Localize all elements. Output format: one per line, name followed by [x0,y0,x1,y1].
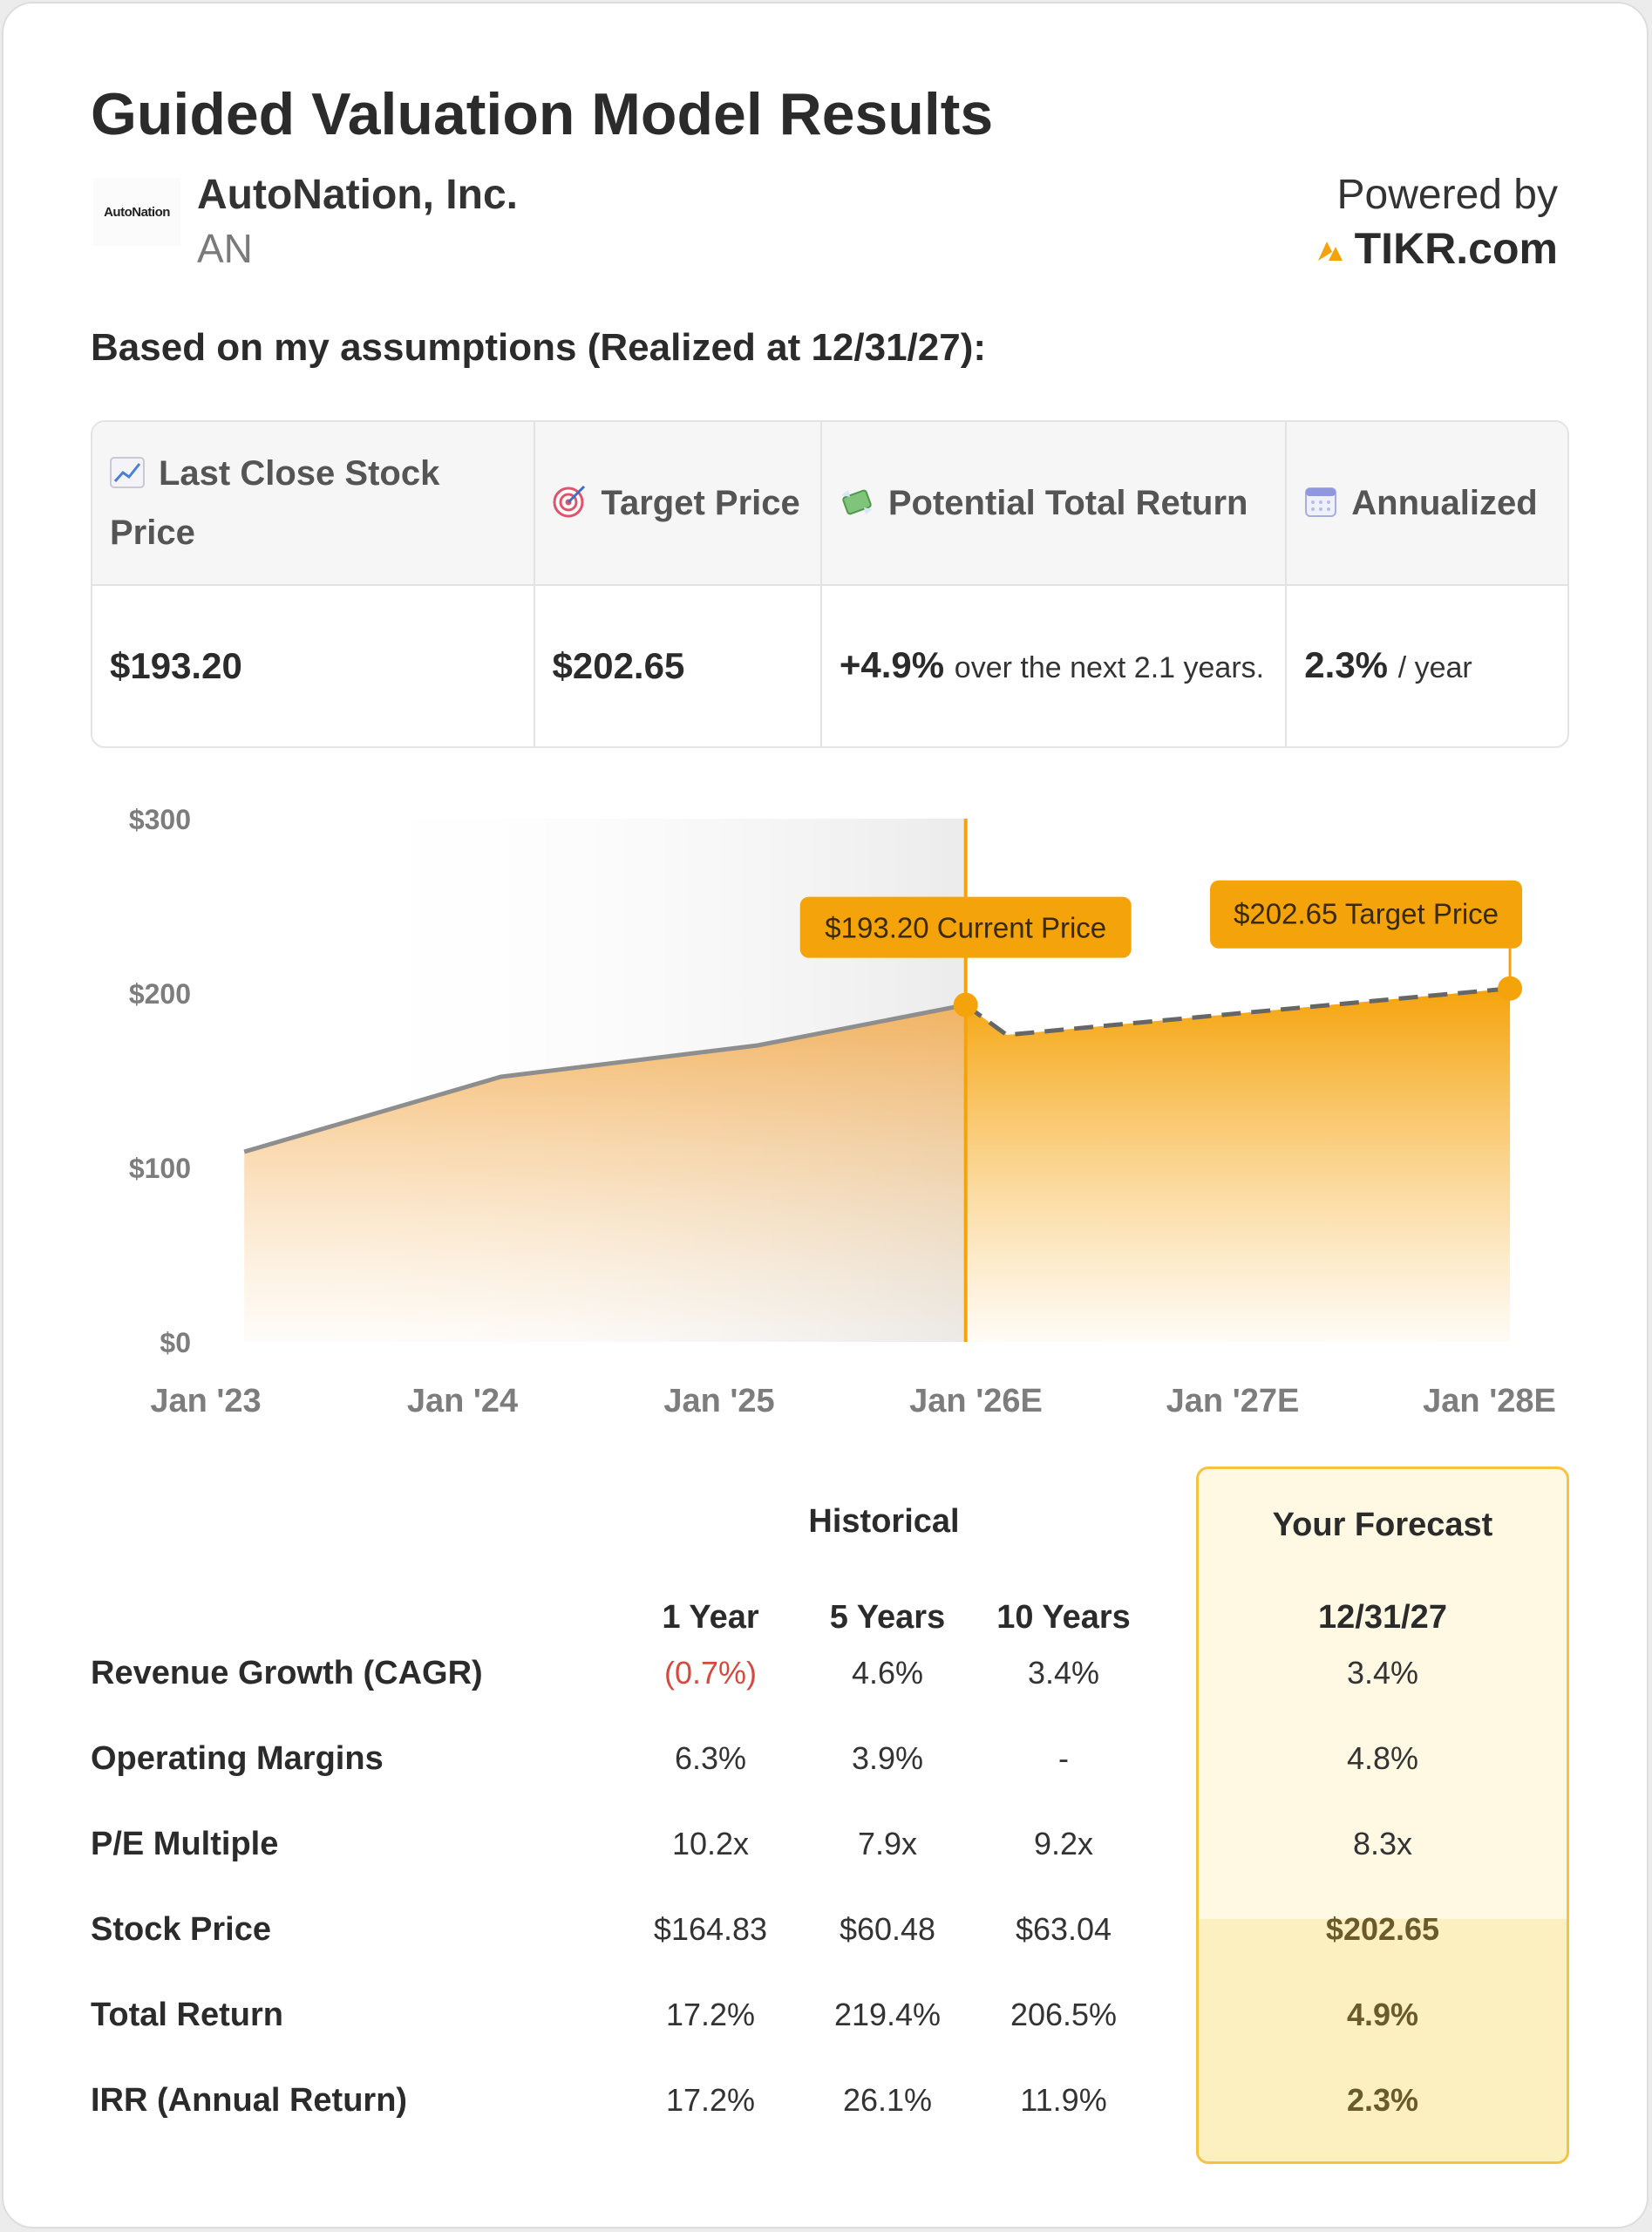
brand[interactable]: TIKR.com [1315,223,1558,274]
annualized-value: 2.3% [1304,643,1389,685]
header-target-label: Target Price [601,484,800,522]
header-last-close: Last Close Stock Price [92,422,535,586]
metric-forecast-value: 8.3x [1352,1826,1413,1861]
return-text: over the next 2.1 years. [954,650,1265,684]
x-tick-label: Jan '23 [150,1383,261,1419]
metric-5-years-value: 4.6% [851,1655,924,1691]
calendar-icon [1305,487,1337,517]
target-price-label: $202.65 Target Price [1234,898,1499,930]
col-10-years: 10 Years [996,1599,1131,1636]
metric-10-years-value: 9.2x [1033,1826,1094,1861]
x-tick-label: Jan '27E [1166,1383,1300,1419]
metric-1-year-value: 10.2x [671,1826,750,1861]
target-value: $202.65 [534,585,822,746]
metric-row-label: IRR (Annual Return) [91,2082,408,2119]
header-return: Potential Total Return [820,422,1288,586]
metric-10-years-value: - [1058,1740,1069,1776]
current-price-callout: $193.20 Current Price [799,896,1132,1005]
target-price-callout: $202.65 Target Price [1210,880,1523,989]
metric-5-years-value: 219.4% [833,1997,942,2032]
col-5-years: 5 Years [829,1599,946,1636]
summary-table: Last Close Stock Price Target Price [91,420,1569,748]
metric-1-year-value: (0.7%) [663,1655,758,1691]
col-1-year: 1 Year [662,1599,759,1636]
metric-row-label: P/E Multiple [91,1826,279,1862]
last-close-value: $193.20 [92,585,535,746]
header-annualized: Annualized [1286,422,1567,586]
metric-1-year-value: $164.83 [653,1911,768,1947]
metric-row-label: Stock Price [91,1911,271,1948]
metric-forecast-value: 3.4% [1346,1655,1419,1691]
price-chart: $0 $100 $200 $300 Jan '23 Jan '24 Jan '25 Jan … [129,804,1556,1419]
historical-group-header: Historical [808,1503,960,1540]
forecast-column [1196,1466,1569,2164]
metric-10-years-value: 3.4% [1027,1655,1100,1691]
metric-5-years-value: $60.48 [839,1911,936,1947]
metric-forecast-value: $202.65 [1325,1911,1440,1947]
company-name: AutoNation, Inc. [197,172,518,218]
return-value: +4.9% [839,643,945,685]
header-annualized-label: Annualized [1351,484,1538,522]
header-target: Target Price [534,422,822,586]
return-cell: +4.9% over the next 2.1 years. [820,585,1288,746]
metric-row-label: Operating Margins [91,1740,384,1777]
page-title: Guided Valuation Model Results [91,81,994,147]
historical-area [244,1004,966,1342]
powered-by-label: Powered by [1336,172,1558,218]
metric-5-years-value: 3.9% [851,1740,924,1776]
y-tick-label: $200 [129,978,191,1010]
brand-name: TIKR.com [1354,224,1558,273]
company-logo: AutoNation [93,178,180,246]
target-price-point [1498,976,1523,1001]
forecast-area [965,988,1511,1342]
metric-10-years-value: $63.04 [1015,1911,1112,1947]
metrics-table: Historical Your Forecast 1 Year 5 Years … [3,1460,1647,2209]
metric-forecast-value: 4.8% [1346,1740,1419,1776]
metric-row-label: Revenue Growth (CAGR) [91,1655,483,1691]
metric-forecast-value: 4.9% [1346,1997,1419,2032]
tikr-logo-icon [1317,242,1343,261]
forecast-highlight [1199,1919,1567,2161]
metric-1-year-value: 17.2% [665,1997,756,2032]
metric-forecast-value: 2.3% [1346,2082,1419,2118]
forecast-price-line [964,986,1511,1038]
metric-10-years-value: 11.9% [1020,2082,1107,2118]
forecast-group-header: Your Forecast [1272,1507,1493,1543]
metric-row-label: Total Return [91,1997,283,2033]
header-return-label: Potential Total Return [887,484,1248,522]
current-price-label: $193.20 Current Price [825,912,1106,944]
x-tick-label: Jan '24 [407,1383,518,1419]
annualized-text: / year [1397,650,1472,684]
metric-5-years-value: 7.9x [857,1826,918,1861]
x-tick-label: Jan '26E [909,1383,1043,1419]
y-tick-label: $0 [160,1327,191,1358]
company-ticker: AN [197,226,253,271]
x-tick-label: Jan '25 [663,1383,774,1419]
current-price-point [953,992,978,1017]
assumptions-heading: Based on my assumptions (Realized at 12/… [91,326,987,369]
metric-10-years-value: 206.5% [1010,1997,1118,2032]
money-wings-icon [840,489,873,515]
annualized-cell: 2.3% / year [1286,585,1567,746]
metric-1-year-value: 6.3% [674,1740,747,1776]
x-tick-label: Jan '28E [1423,1383,1556,1419]
y-tick-label: $100 [129,1153,191,1184]
col-forecast-date: 12/31/27 [1318,1599,1447,1636]
y-tick-label: $300 [129,804,191,835]
historical-price-line [243,1003,967,1154]
target-icon [553,485,585,518]
metric-1-year-value: 17.2% [665,2082,756,2118]
logo-text: AutoNation [104,204,170,220]
chart-up-icon [110,457,145,488]
header-last-close-label: Last Close Stock Price [110,454,440,552]
metric-5-years-value: 26.1% [842,2082,933,2118]
